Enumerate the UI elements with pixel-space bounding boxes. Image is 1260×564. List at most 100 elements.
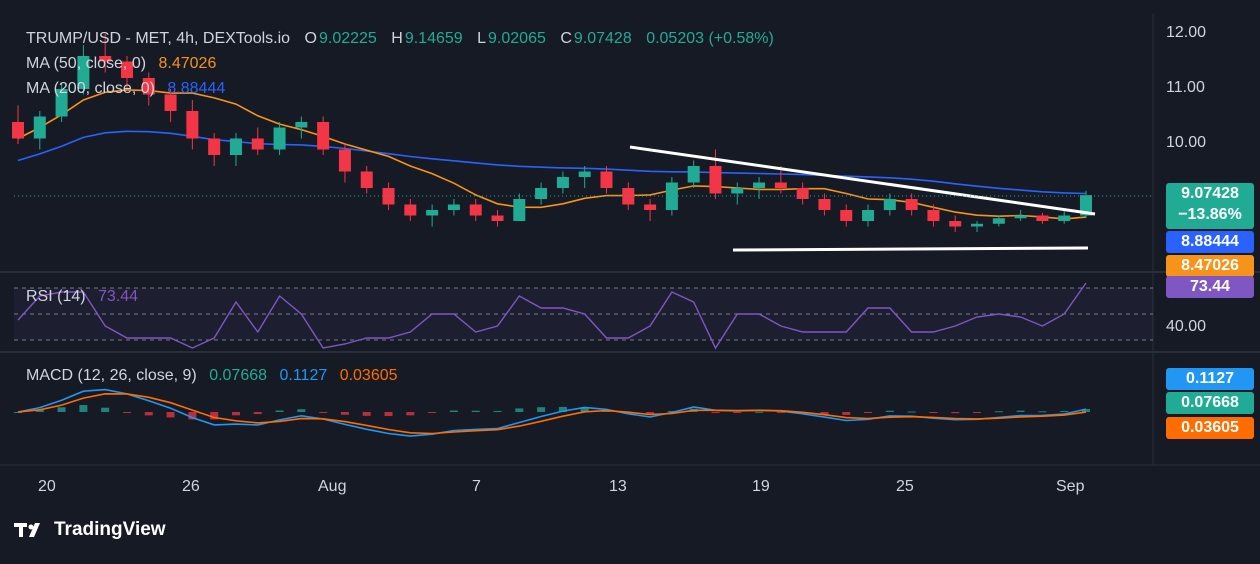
- time-tick-7: 7: [472, 478, 481, 495]
- high-key: H: [391, 30, 403, 47]
- tradingview-brand: TradingView: [54, 519, 166, 540]
- candle-body: [753, 182, 766, 188]
- ma200-value: 8.88444: [167, 80, 226, 97]
- rsi-legend[interactable]: RSI (14) 73.44: [26, 287, 140, 307]
- rsi-path: [17, 282, 1087, 350]
- rsi-tick-40: 40.00: [1166, 318, 1207, 335]
- macd-signal-tag: 0.03605: [1166, 417, 1254, 439]
- candle-body: [338, 149, 351, 172]
- candle-body: [600, 171, 613, 188]
- ma200-legend[interactable]: MA (200, close, 0) 8.88444: [26, 79, 227, 99]
- candle-body: [796, 188, 809, 199]
- macd-histogram-bar: [558, 406, 567, 412]
- macd-value-2: 0.1127: [279, 367, 328, 384]
- macd-histogram-bar: [864, 412, 873, 413]
- macd-histogram-bar: [14, 412, 22, 413]
- candle-body: [971, 223, 984, 227]
- macd-histogram-bar: [210, 412, 219, 420]
- macd-label: MACD (12, 26, close, 9): [26, 367, 197, 384]
- high-value: 9.14659: [404, 30, 463, 47]
- time-tick-25: 25: [896, 478, 914, 495]
- candle-body: [992, 218, 1005, 224]
- macd-histogram-bar: [951, 412, 960, 414]
- macd-histogram-bar: [1082, 409, 1090, 412]
- rsi-pane: [14, 282, 1153, 350]
- macd-histogram-bar: [885, 410, 894, 412]
- candle-body: [208, 138, 221, 155]
- macd-histogram-bar: [776, 412, 785, 413]
- candle-body: [622, 188, 635, 205]
- candles: [12, 34, 1092, 232]
- candle-body: [251, 138, 264, 150]
- macd-histogram-bar: [929, 412, 938, 413]
- tradingview-logo-icon: [14, 523, 40, 537]
- tradingview-logo[interactable]: TradingView: [14, 519, 166, 541]
- macd-histogram-bar: [57, 407, 66, 412]
- price-tick-10: 10.00: [1166, 134, 1207, 151]
- macd-histogram-bar: [275, 410, 284, 412]
- macd-histogram-bar: [428, 412, 437, 413]
- ma200-price-tag: 8.88444: [1166, 231, 1254, 253]
- macd-histogram-bar: [842, 412, 851, 415]
- time-tick-13: 13: [609, 478, 627, 495]
- macd-histogram-bar: [35, 409, 44, 412]
- candle-body: [295, 122, 308, 128]
- candle-body: [360, 171, 373, 188]
- last-price: 9.07428: [1181, 185, 1239, 202]
- candle-body: [1080, 195, 1092, 216]
- macd-histogram-bar: [907, 411, 916, 413]
- candle-body: [33, 116, 46, 139]
- macd-histogram-bar: [493, 410, 502, 412]
- candle-body: [731, 188, 744, 194]
- macd-histogram-bar: [733, 412, 742, 413]
- macd-histogram-bar: [384, 412, 393, 417]
- macd-line: [17, 388, 1087, 437]
- time-tick-sep: Sep: [1056, 478, 1085, 495]
- candle-body: [186, 111, 199, 139]
- macd-histogram-bar: [319, 412, 328, 413]
- candle-body: [382, 188, 395, 205]
- macd-histogram-bar: [1060, 410, 1069, 412]
- last-price-tag: 9.07428 −13.86%: [1166, 183, 1254, 229]
- macd-histogram-bar: [646, 412, 655, 415]
- candle-body: [77, 56, 90, 89]
- candle-body: [556, 177, 569, 188]
- macd-value-3: 0.03605: [339, 367, 398, 384]
- macd-histogram-bar: [340, 412, 349, 415]
- candle-body: [491, 215, 504, 221]
- macd-legend[interactable]: MACD (12, 26, close, 9) 0.07668 0.1127 0…: [26, 366, 400, 386]
- rsi-value: 73.44: [98, 288, 139, 305]
- candle-body: [513, 199, 526, 221]
- candle-body: [469, 204, 482, 216]
- candle-body: [1036, 215, 1049, 221]
- symbol-title[interactable]: TRUMP/USD - MET, 4h, DEXTools.io: [26, 30, 291, 47]
- candle-body: [862, 210, 875, 221]
- low-key: L: [477, 30, 487, 47]
- candle-body: [665, 182, 678, 210]
- close-key: C: [560, 30, 572, 47]
- candle-body: [404, 204, 417, 216]
- macd-histogram-bar: [101, 407, 110, 412]
- candle-body: [578, 171, 591, 177]
- ma50-path: [17, 89, 1087, 220]
- macd-histogram-bar: [580, 407, 589, 412]
- candle-body: [883, 199, 896, 210]
- ma50-label: MA (50, close, 0): [26, 55, 147, 72]
- macd-histogram-bar: [515, 408, 524, 412]
- macd-histogram-bar: [1038, 411, 1047, 413]
- ma50-legend[interactable]: MA (50, close, 0) 8.47026: [26, 54, 218, 74]
- trendlines[interactable]: [629, 145, 1096, 252]
- candle-body: [905, 199, 918, 210]
- macd-histogram-bar: [994, 411, 1003, 413]
- candle-body: [55, 89, 68, 117]
- rsi-label: RSI (14): [26, 288, 86, 305]
- time-tick-19: 19: [752, 478, 770, 495]
- price-tick-11: 11.00: [1166, 79, 1205, 96]
- candle-body: [840, 210, 853, 221]
- ma50-value: 8.47026: [158, 55, 217, 72]
- ma50-line: [17, 89, 1087, 220]
- candle-body: [927, 210, 940, 221]
- ma50-price-tag: 8.47026: [1166, 255, 1254, 277]
